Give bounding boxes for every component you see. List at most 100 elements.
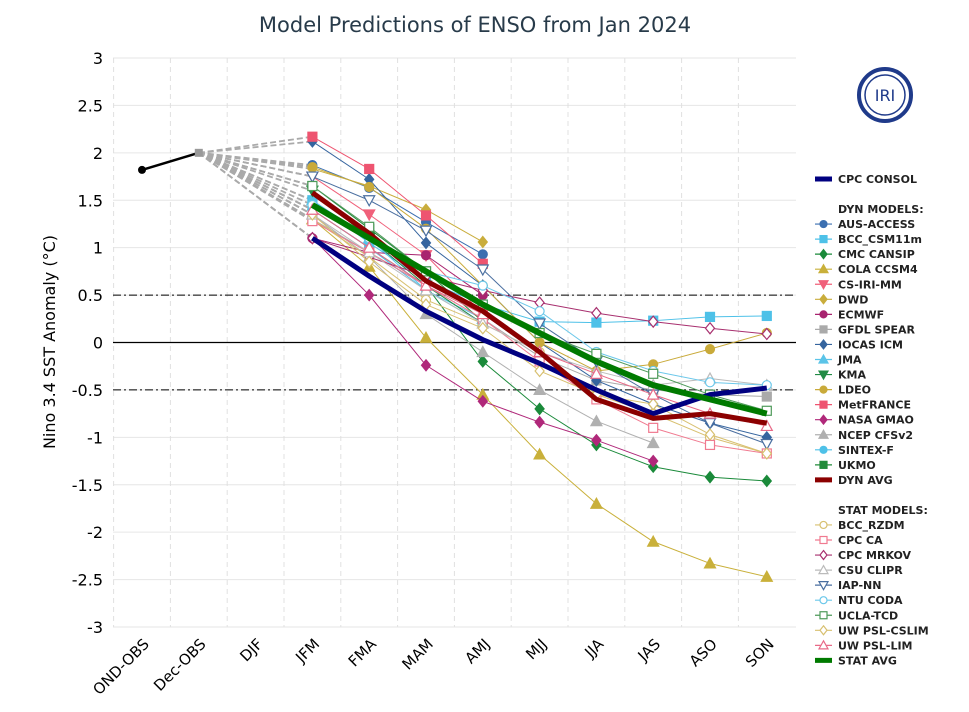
x-tick-label: JJA (580, 635, 607, 662)
marker-triangle-up (533, 447, 547, 460)
marker-circle (477, 280, 488, 291)
marker-triangle-up (476, 345, 490, 358)
x-tick-label: ASO (686, 635, 721, 670)
marker-square (704, 311, 716, 322)
legend-item: UKMO (838, 459, 876, 472)
marker-triangle-up (589, 367, 603, 379)
legend-header-stat: STAT MODELS: (838, 504, 928, 517)
marker-diamond (761, 447, 773, 460)
x-tick-label: AMJ (461, 635, 493, 667)
forecast-connector (198, 151, 313, 178)
legend-item: BCC_RZDM (838, 519, 905, 532)
marker-square (307, 180, 318, 192)
x-tick-label: MAM (399, 635, 437, 673)
marker-circle (819, 596, 828, 605)
marker-square (648, 368, 659, 379)
series-layer (138, 131, 774, 582)
marker-square (819, 535, 828, 545)
series-cpc-consol (311, 236, 768, 417)
marker-triangle-down (817, 280, 830, 290)
forecast-connector (198, 152, 313, 211)
marker-diamond (704, 470, 716, 484)
y-tick-label: -1 (87, 428, 103, 447)
legend-item: ECMWF (838, 308, 884, 321)
marker-square (761, 310, 772, 322)
marker-circle (819, 445, 828, 454)
marker-triangle-down (760, 438, 774, 451)
marker-diamond (819, 293, 828, 305)
marker-triangle-up (533, 383, 547, 396)
series-line (311, 236, 768, 417)
marker-triangle-down (817, 370, 830, 381)
marker-triangle-up (817, 564, 830, 575)
marker-square (364, 163, 375, 175)
marker-diamond (761, 327, 773, 341)
marker-triangle-up (703, 556, 717, 569)
marker-triangle-up (362, 240, 376, 253)
marker-triangle-down (476, 264, 490, 277)
y-tick-label: 1 (93, 239, 103, 258)
series-metfrance (307, 131, 488, 269)
series-stat-avg (310, 202, 768, 417)
legend-item: UW PSL-LIM (838, 639, 913, 652)
legend-item: UW PSL-CSLIM (838, 624, 929, 637)
y-tick-label: 2.5 (78, 96, 103, 115)
observed-line (141, 151, 200, 172)
series-line (312, 136, 484, 265)
legend-item: UCLA-TCD (838, 609, 898, 622)
x-tick-label: MJJ (522, 635, 550, 663)
legend-item: CPC CONSOL (838, 173, 917, 186)
series-ldeo (307, 161, 772, 377)
marker-square (420, 210, 432, 221)
marker-circle (819, 219, 828, 229)
marker-diamond (534, 364, 545, 378)
y-tick-label: 1.5 (78, 191, 103, 210)
x-tick-label: Dec-OBS (150, 635, 210, 695)
marker-square (648, 422, 659, 433)
y-tick-label: -0.5 (72, 381, 103, 400)
legend-item: IAP-NN (838, 579, 881, 592)
marker-triangle-up (589, 414, 603, 427)
marker-square (819, 235, 828, 244)
forecast-connector (198, 140, 313, 154)
iri-logo: IRI (857, 67, 913, 123)
marker-square (761, 391, 772, 402)
legend-item: CPC CA (838, 534, 883, 547)
marker-diamond (647, 315, 659, 329)
legend: CPC CONSOL DYN MODELS: AUS-ACCESS BCC_CSM11… (815, 173, 929, 667)
y-tick-label: 0.5 (78, 286, 103, 305)
marker-circle (704, 377, 716, 388)
marker-triangle-up (760, 569, 774, 582)
marker-circle (477, 249, 488, 260)
x-tick-label: SON (742, 635, 778, 671)
legend-item: LDEO (838, 384, 871, 397)
marker-circle (819, 310, 828, 319)
x-tick-label: JAS (634, 635, 664, 665)
y-tick-label: -2 (87, 523, 103, 542)
marker-diamond (591, 306, 602, 320)
marker-triangle-up (817, 263, 830, 274)
legend-item: NASA GMAO (838, 414, 914, 427)
y-tick-label: -2.5 (72, 571, 103, 590)
marker-square (307, 131, 318, 142)
x-tick-label: OND-OBS (89, 635, 152, 698)
marker-circle (704, 344, 716, 355)
legend-item: MetFRANCE (838, 399, 911, 412)
marker-square (704, 439, 716, 451)
marker-diamond (363, 255, 375, 269)
forecast-connector (198, 151, 313, 168)
marker-triangle-up (589, 496, 603, 509)
marker-diamond (477, 394, 489, 408)
forecast-connector (198, 135, 313, 154)
observed-point (194, 148, 203, 157)
legend-item: BCC_CSM11m (838, 233, 922, 246)
logo-text: IRI (875, 86, 896, 105)
legend-item: NCEP CFSv2 (838, 429, 913, 442)
marker-triangle-up (817, 429, 830, 439)
marker-square (819, 325, 828, 334)
marker-square (819, 400, 828, 409)
marker-circle (534, 306, 545, 317)
marker-triangle-up (760, 419, 774, 432)
